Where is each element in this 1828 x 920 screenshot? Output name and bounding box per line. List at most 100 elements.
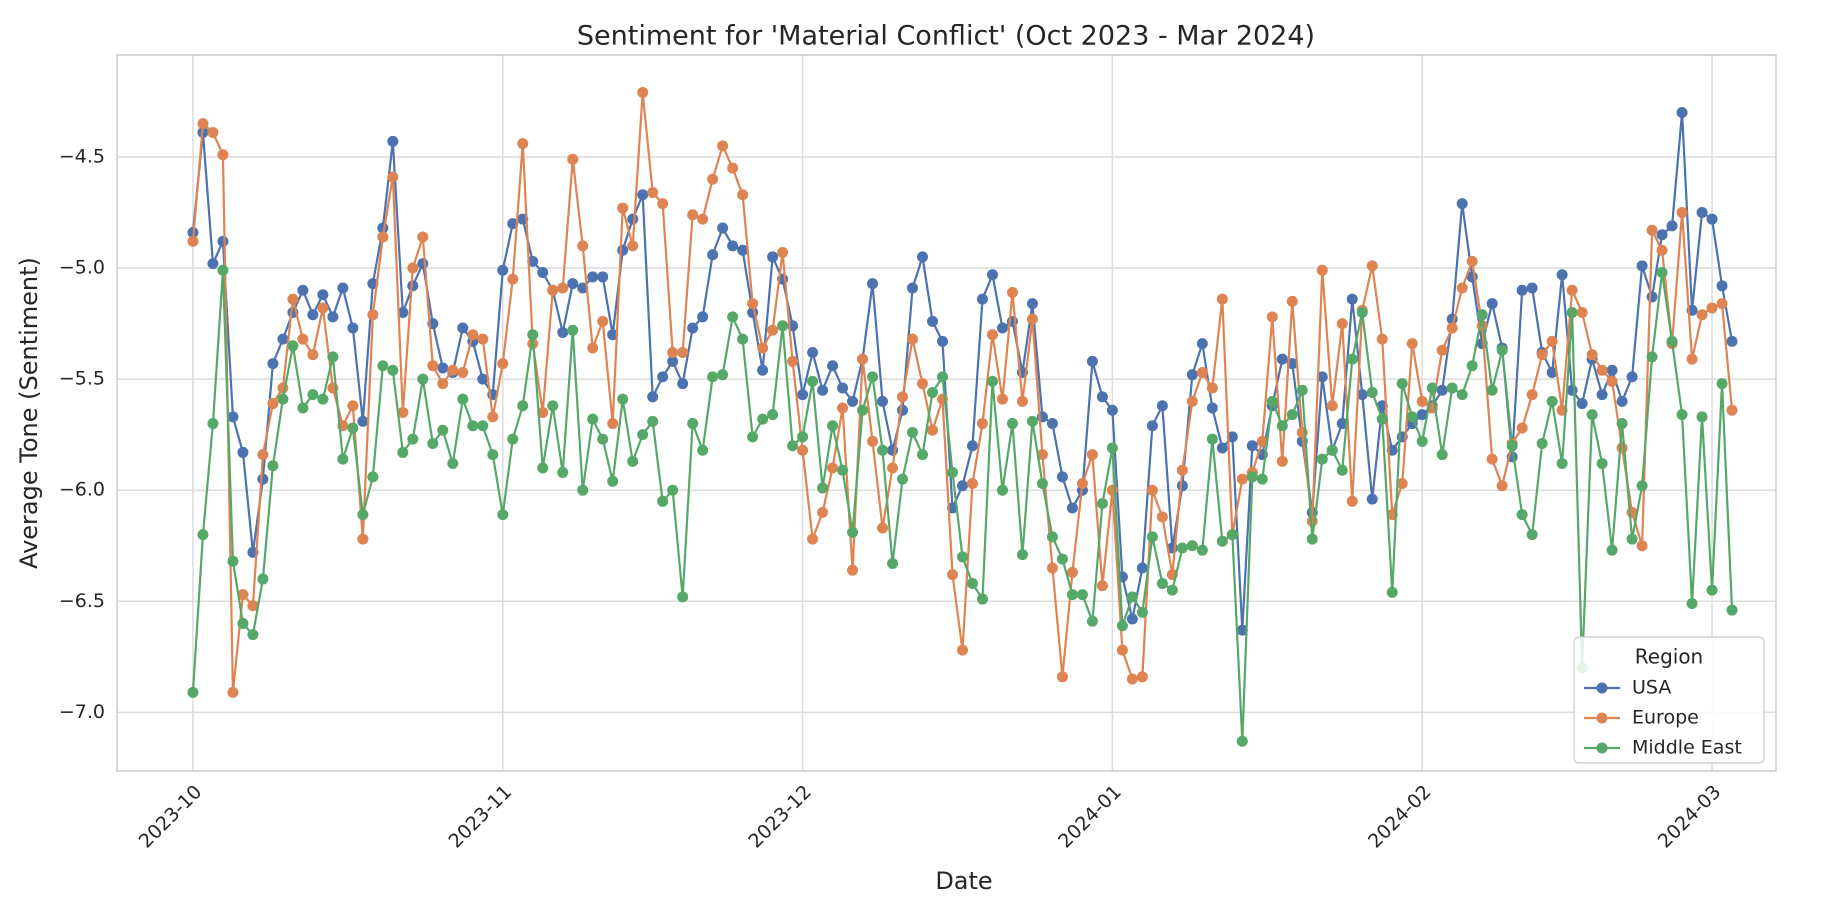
point — [1266, 395, 1278, 407]
chart-title: Sentiment for 'Material Conflict' (Oct 2… — [577, 21, 1315, 52]
point — [787, 440, 799, 452]
point — [877, 522, 889, 534]
y-axis-label: Average Tone (Sentiment) — [15, 257, 43, 569]
point — [1336, 318, 1348, 330]
point — [417, 373, 429, 385]
point — [1176, 480, 1188, 492]
point — [457, 393, 469, 405]
legend-marker — [1596, 682, 1608, 694]
point — [807, 533, 819, 545]
point — [1556, 269, 1568, 281]
point — [1176, 464, 1188, 476]
point — [1076, 478, 1088, 490]
point — [1446, 382, 1458, 394]
point — [427, 438, 439, 450]
legend-label: Europe — [1632, 707, 1699, 729]
point — [747, 431, 759, 443]
point — [1046, 562, 1058, 574]
point — [697, 444, 709, 456]
point — [777, 320, 789, 332]
point — [897, 404, 909, 416]
point — [1286, 295, 1298, 307]
point — [757, 342, 769, 354]
point — [357, 533, 369, 545]
point — [727, 240, 739, 252]
point — [1656, 244, 1668, 256]
point — [837, 402, 849, 414]
point — [1336, 464, 1348, 476]
point — [407, 433, 419, 445]
point — [1096, 580, 1108, 592]
point — [647, 187, 659, 199]
point — [817, 482, 829, 494]
point — [1296, 384, 1308, 396]
point — [867, 278, 879, 290]
point — [1056, 671, 1068, 683]
point — [1676, 409, 1688, 421]
point — [1326, 444, 1338, 456]
point — [1246, 471, 1258, 483]
point — [267, 398, 279, 410]
point — [827, 462, 839, 474]
point — [1546, 366, 1558, 378]
point — [1096, 391, 1108, 403]
point — [1726, 604, 1738, 616]
point — [477, 420, 489, 432]
point — [837, 464, 849, 476]
point — [267, 358, 279, 370]
point — [966, 578, 978, 590]
point — [227, 555, 239, 567]
point — [807, 346, 819, 358]
point — [917, 378, 929, 390]
point — [197, 529, 209, 541]
point — [1616, 418, 1628, 430]
point — [717, 222, 729, 234]
point — [1216, 442, 1228, 454]
point — [907, 282, 919, 294]
point — [1596, 364, 1608, 376]
point — [1616, 442, 1628, 454]
legend-box — [1573, 636, 1765, 764]
point — [1256, 473, 1268, 485]
point — [1586, 409, 1598, 421]
point — [1086, 449, 1098, 461]
point — [1646, 351, 1658, 363]
point — [207, 258, 219, 270]
point — [617, 202, 629, 214]
point — [1156, 400, 1168, 412]
point — [1366, 386, 1378, 398]
point — [657, 371, 669, 383]
point — [1386, 586, 1398, 598]
point — [317, 393, 329, 405]
point — [667, 346, 679, 358]
point — [937, 335, 949, 347]
point — [956, 644, 968, 656]
point — [327, 351, 339, 363]
point — [587, 271, 599, 283]
point — [1236, 473, 1248, 485]
point — [867, 435, 879, 447]
point — [1356, 306, 1368, 318]
point — [307, 309, 319, 321]
point — [1136, 671, 1148, 683]
point — [687, 322, 699, 334]
point — [1686, 597, 1698, 609]
point — [1246, 440, 1258, 452]
point — [1436, 344, 1448, 356]
legend-marker — [1596, 742, 1608, 754]
point — [1636, 540, 1648, 552]
point — [1466, 255, 1478, 267]
point — [1566, 306, 1578, 318]
point — [367, 471, 379, 483]
point — [1376, 333, 1388, 345]
point — [527, 329, 539, 341]
point — [517, 400, 529, 412]
point — [707, 249, 719, 261]
point — [1526, 529, 1538, 541]
point — [937, 371, 949, 383]
point — [1536, 438, 1548, 450]
point — [1196, 544, 1208, 556]
point — [237, 589, 249, 601]
point — [507, 273, 519, 285]
point — [637, 189, 649, 201]
